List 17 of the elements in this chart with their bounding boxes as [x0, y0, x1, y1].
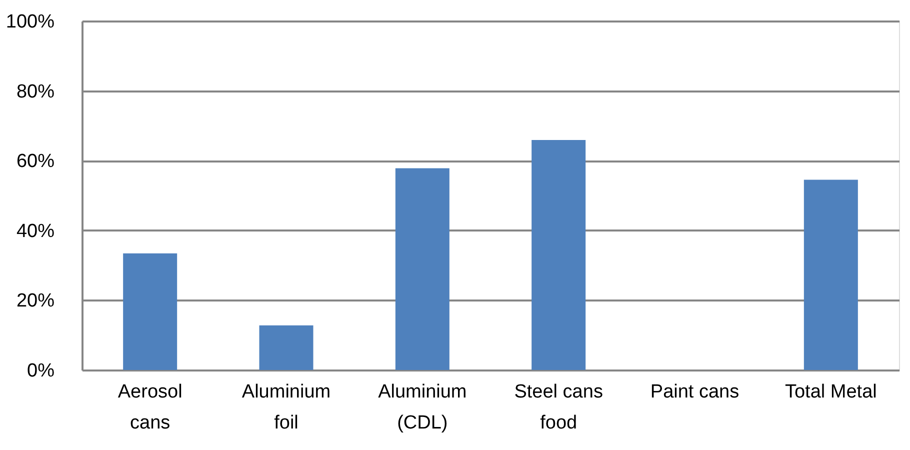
- x-tick-label: Total Metal: [784, 382, 877, 402]
- x-tick-label: Paint cans: [650, 382, 740, 402]
- y-tick-label: 20%: [16, 290, 55, 312]
- x-tick-label: Steel cans food: [514, 382, 603, 434]
- y-tick-label: 0%: [27, 360, 55, 382]
- y-tick-label: 60%: [16, 151, 55, 172]
- x-tick-label: Aluminium foil: [242, 382, 331, 434]
- x-tick-label: Aerosol cans: [118, 382, 182, 434]
- x-tick-label: Aluminium (CDL): [378, 382, 467, 434]
- bar: [123, 253, 178, 370]
- bar: [532, 140, 586, 370]
- bar: [259, 325, 314, 370]
- bar: [395, 168, 450, 370]
- y-tick-label: 40%: [16, 220, 55, 242]
- bar: [804, 180, 858, 370]
- y-tick-label: 100%: [6, 12, 55, 32]
- y-tick-label: 80%: [16, 81, 55, 102]
